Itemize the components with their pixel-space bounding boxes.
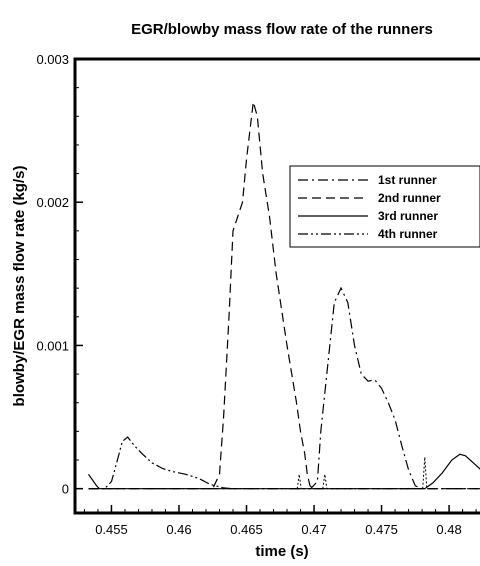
x-tick-label: 0.46 xyxy=(166,522,191,537)
y-tick-label: 0.001 xyxy=(36,338,69,353)
series-line-4 xyxy=(88,436,480,490)
legend-label-3: 3rd runner xyxy=(378,209,438,223)
series-layer xyxy=(88,101,480,490)
y-tick-label: 0 xyxy=(62,482,69,497)
legend-items: 1st runner 2nd runner 3rd runner 4th runner xyxy=(298,173,441,241)
y-ticks: 0 0.001 0.002 0.003 xyxy=(36,52,83,497)
plot-frame xyxy=(73,57,480,515)
series-line-2 xyxy=(88,101,480,490)
x-tick-label: 0.465 xyxy=(230,522,263,537)
x-ticks: 0.455 0.46 0.465 0.47 0.475 0.48 xyxy=(83,505,477,537)
y-tick-label: 0.002 xyxy=(36,195,69,210)
y-tick-label: 0.003 xyxy=(36,52,69,67)
legend-label-2: 2nd runner xyxy=(378,191,441,205)
x-tick-label: 0.475 xyxy=(365,522,398,537)
legend: 1st runner 2nd runner 3rd runner 4th runner xyxy=(289,165,480,248)
series-line-3-segment xyxy=(88,473,100,490)
spike-layer xyxy=(296,457,428,489)
series-line-3 xyxy=(88,453,480,490)
x-tick-label: 0.47 xyxy=(301,522,326,537)
chart-title: EGR/blowby mass flow rate of the runners xyxy=(131,21,433,38)
plot-area: 0.455 0.46 0.465 0.47 0.475 0.48 00.0010.0020… xyxy=(36,52,480,537)
legend-label-1: 1st runner xyxy=(378,173,437,187)
x-tick-label: 0.455 xyxy=(95,522,128,537)
y-axis-title: blowby/EGR mass flow rate (kg/s) xyxy=(11,166,28,407)
series-line-1 xyxy=(88,286,480,490)
spike-3 xyxy=(422,457,428,489)
spike-1 xyxy=(296,474,302,489)
x-tick-label: 0.48 xyxy=(436,522,461,537)
spike-2 xyxy=(322,474,328,489)
x-axis-title: time (s) xyxy=(255,543,308,560)
legend-label-4: 4th runner xyxy=(378,227,438,241)
